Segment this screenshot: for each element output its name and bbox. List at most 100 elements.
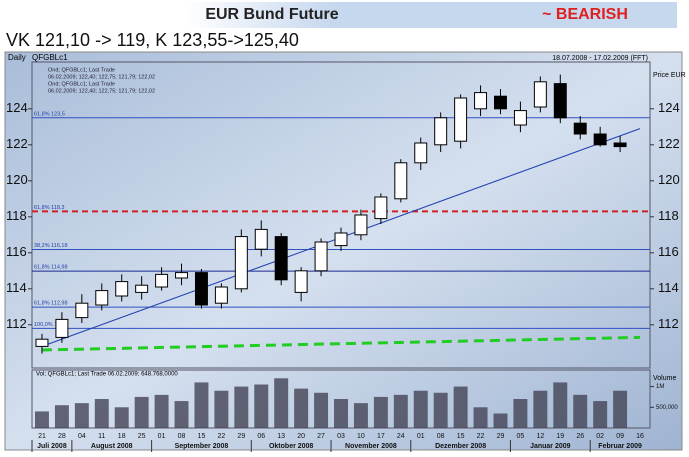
y-tick-label: 112: [6, 316, 27, 331]
volume-bar: [553, 382, 568, 428]
candle-body: [414, 142, 428, 164]
x-tick-label: 15: [198, 433, 206, 440]
candle-body: [533, 81, 547, 108]
x-tick-label: 27: [317, 433, 325, 440]
axis-label: Price EUR: [653, 72, 686, 79]
candle-body: [573, 122, 587, 135]
candle-body: [95, 290, 109, 306]
x-tick-label: 19: [556, 433, 564, 440]
volume-bar: [334, 399, 348, 428]
chart-frame: [4, 51, 683, 451]
level-label: 61,8% 118,3: [34, 205, 64, 211]
x-tick-label: 01: [158, 433, 166, 440]
price-panel: [31, 61, 651, 369]
y-tick-label: 112: [658, 316, 679, 331]
y-tick-label: 122: [6, 136, 28, 151]
y-tick-label: 124: [658, 100, 680, 115]
volume-bar: [453, 386, 468, 428]
range: 18.07.2008 - 17.02.2009 (FFT): [552, 55, 648, 62]
y-tick-label: 118: [6, 208, 27, 223]
x-tick-label: 24: [397, 433, 405, 440]
volume-bar: [154, 394, 169, 428]
volume-bar: [214, 390, 229, 428]
candle-body: [274, 236, 288, 281]
info-line: Ond; QFGBLc1; Last Trade: [48, 67, 115, 73]
level-label: 61,8% 123,5: [34, 111, 65, 117]
candle-body: [175, 272, 188, 279]
volume-bar: [54, 405, 69, 428]
level-label: 38,2% 116,18: [34, 243, 68, 249]
x-tick-label: 02: [596, 433, 604, 440]
candle-body: [155, 273, 169, 288]
volume-label: Volume: [653, 375, 676, 382]
candle-body: [234, 236, 248, 290]
month-label: August 2008: [91, 443, 133, 450]
x-tick-label: 10: [357, 433, 365, 440]
candle-body: [214, 286, 228, 304]
x-tick-label: 22: [217, 433, 225, 440]
volume-bar: [114, 407, 129, 428]
x-tick-label: 29: [497, 433, 505, 440]
y-tick-label: 120: [658, 172, 680, 187]
y-tick-label: 118: [658, 208, 679, 223]
candle-body: [454, 97, 468, 142]
month-label: Juli 2008: [37, 443, 67, 450]
y-tick-label: 124: [6, 100, 28, 115]
x-tick-label: 12: [536, 433, 544, 440]
month-label: Oktober 2008: [269, 443, 313, 450]
x-tick-label: 06: [257, 433, 265, 440]
x-tick-label: 25: [138, 433, 146, 440]
candle-body: [553, 83, 567, 119]
candle-body: [593, 133, 607, 146]
symbol: QFGBLc1: [32, 53, 68, 62]
candle-body: [374, 196, 388, 220]
volume-bar: [274, 378, 289, 428]
volume-bar: [413, 390, 428, 428]
candle-body: [254, 228, 268, 250]
candle-body: [115, 281, 129, 297]
volume-bar: [593, 401, 608, 428]
x-tick-label: 18: [118, 433, 126, 440]
candle-body: [394, 162, 408, 200]
level-label: 61,8% 112,98: [34, 301, 68, 307]
volume-bar: [493, 413, 508, 428]
candle-body: [135, 284, 149, 293]
x-tick-label: 04: [78, 433, 86, 440]
volume-bar: [393, 394, 408, 428]
candle-body: [35, 338, 49, 347]
x-tick-label: 01: [417, 433, 425, 440]
candle-body: [613, 142, 627, 148]
y-tick-label: 116: [658, 244, 679, 259]
trend-line: [41, 335, 641, 352]
level-label: 100,0% 111,8: [34, 322, 67, 328]
candle-body: [334, 232, 348, 247]
volume-bar: [433, 392, 448, 428]
month-label: Dezember 2008: [435, 443, 486, 450]
volume-bar: [254, 384, 269, 428]
x-tick-label: 13: [277, 433, 285, 440]
volume-bar: [74, 403, 89, 428]
volume-bar: [234, 386, 249, 428]
candle-body: [194, 272, 208, 306]
y-tick-label: 114: [6, 280, 27, 295]
x-tick-label: 15: [457, 433, 465, 440]
signal: ~ BEARISH: [542, 6, 628, 23]
candle-body: [314, 241, 328, 272]
y-tick-label: 120: [6, 172, 28, 187]
title: EUR Bund Future: [205, 6, 338, 23]
volume-bar: [94, 399, 109, 428]
candle-body: [55, 318, 69, 338]
x-tick-label: 09: [616, 433, 624, 440]
x-tick-label: 17: [377, 433, 385, 440]
info-line: 06.02.2009; 122,40; 122,75; 121,79; 122,…: [48, 88, 155, 94]
x-tick-label: 08: [178, 433, 186, 440]
volume-bar: [134, 396, 149, 428]
x-tick-label: 26: [576, 433, 584, 440]
volume-bar: [314, 392, 329, 428]
y-tick-label: 122: [658, 136, 680, 151]
volume-bar: [613, 390, 628, 428]
x-tick-label: 20: [297, 433, 305, 440]
subtitle: VK 121,10 -> 119, K 123,55->125,40: [6, 30, 299, 50]
x-tick-label: 22: [477, 433, 485, 440]
